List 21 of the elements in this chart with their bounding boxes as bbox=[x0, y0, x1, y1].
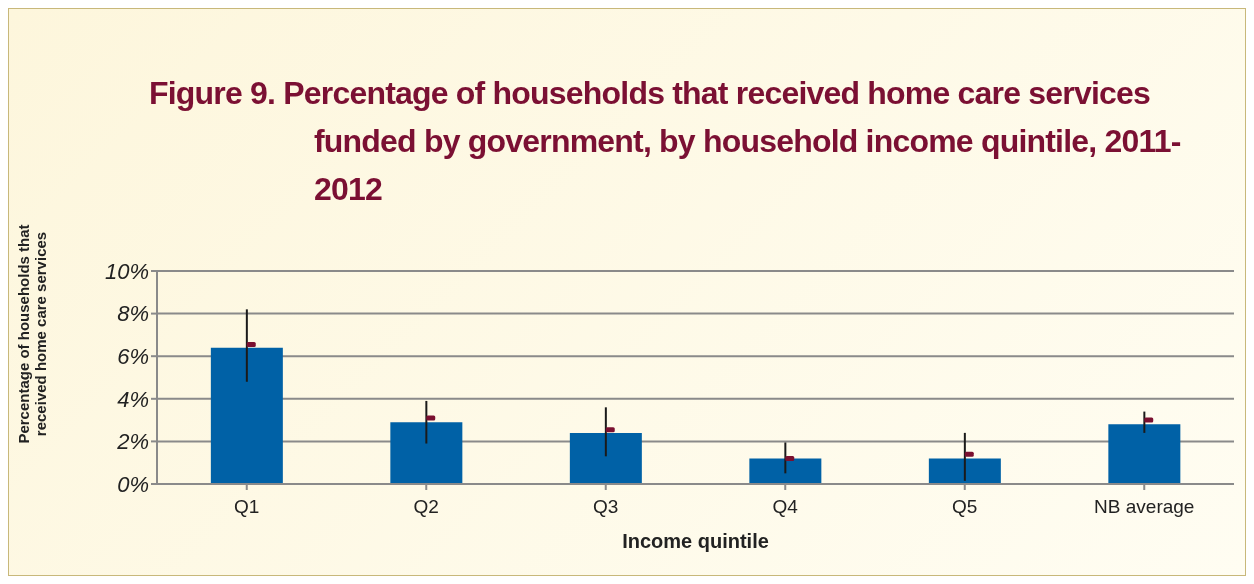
y-tick-label: 8% bbox=[117, 301, 149, 327]
x-tick-label: Q4 bbox=[772, 496, 799, 518]
x-tick-label: Q1 bbox=[234, 496, 260, 518]
bar bbox=[1108, 424, 1181, 484]
y-tick-label: 4% bbox=[117, 386, 149, 412]
y-tick-label: 6% bbox=[117, 344, 149, 370]
x-tick-label: Q5 bbox=[952, 496, 978, 518]
bar bbox=[749, 458, 822, 484]
chart-title: Figure 9. Percentage of households that received home care services funded by government, by household income quintile, 2011-2012 bbox=[149, 74, 1182, 209]
x-tick-label: NB average bbox=[1094, 496, 1195, 518]
bar bbox=[569, 432, 642, 484]
y-tick-label: 0% bbox=[117, 471, 149, 497]
y-tick-label: 10% bbox=[104, 258, 149, 284]
bar bbox=[390, 422, 463, 484]
bar bbox=[928, 458, 1001, 484]
y-tick-label: 2% bbox=[116, 429, 149, 455]
bar bbox=[210, 347, 283, 484]
y-axis-title: Percentage of households that received home care services bbox=[15, 223, 50, 446]
x-tick-label: Q3 bbox=[593, 496, 619, 518]
x-tick-label: Q2 bbox=[413, 496, 439, 518]
x-axis-title: Income quintile bbox=[622, 530, 769, 552]
